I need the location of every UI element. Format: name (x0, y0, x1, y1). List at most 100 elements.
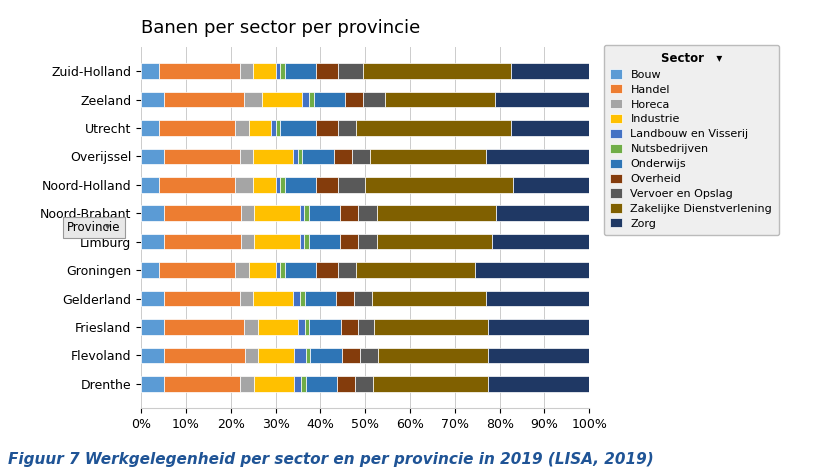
Bar (352, 149, 369, 164)
Bar (513, 177, 589, 193)
Bar (298, 319, 305, 335)
Bar (363, 63, 511, 79)
Bar (254, 234, 300, 250)
Bar (488, 319, 589, 335)
Legend: Bouw, Handel, Horeca, Industrie, Landbouw en Visserij, Nutsbedrijven, Onderwijs,: Bouw, Handel, Horeca, Industrie, Landbou… (603, 45, 779, 235)
Bar (302, 149, 334, 164)
Bar (280, 262, 285, 278)
Bar (345, 92, 363, 107)
Bar (141, 348, 164, 363)
Bar (378, 348, 488, 363)
Bar (359, 234, 377, 250)
Bar (285, 262, 316, 278)
Bar (301, 376, 305, 392)
Bar (305, 291, 336, 306)
Bar (316, 177, 339, 193)
Bar (249, 120, 271, 136)
Bar (240, 149, 253, 164)
Bar (316, 120, 339, 136)
Bar (310, 92, 314, 107)
Bar (305, 319, 310, 335)
Bar (363, 92, 385, 107)
Bar (377, 234, 492, 250)
Bar (486, 149, 589, 164)
Bar (258, 348, 295, 363)
Bar (302, 92, 309, 107)
Bar (164, 149, 240, 164)
Bar (385, 92, 496, 107)
Bar (235, 177, 253, 193)
Bar (496, 205, 589, 221)
Bar (276, 120, 280, 136)
Bar (300, 234, 304, 250)
Bar (240, 291, 253, 306)
Bar (253, 149, 294, 164)
Bar (298, 149, 302, 164)
Bar (271, 120, 276, 136)
Bar (340, 234, 359, 250)
Bar (254, 205, 300, 221)
Bar (280, 63, 285, 79)
Bar (304, 205, 309, 221)
Bar (253, 177, 276, 193)
Bar (244, 92, 262, 107)
Bar (475, 262, 589, 278)
Bar (245, 348, 258, 363)
Bar (359, 319, 374, 335)
Text: Figuur 7 Werkgelegenheid per sector en per provincie in 2019 (LISA, 2019): Figuur 7 Werkgelegenheid per sector en p… (8, 452, 654, 467)
Bar (339, 120, 356, 136)
Bar (164, 205, 241, 221)
Bar (339, 177, 365, 193)
Bar (241, 234, 254, 250)
Bar (294, 149, 298, 164)
Bar (276, 177, 280, 193)
Bar (356, 262, 475, 278)
Bar (334, 149, 352, 164)
Bar (253, 63, 276, 79)
Bar (355, 376, 373, 392)
Bar (253, 291, 294, 306)
Bar (337, 376, 355, 392)
Bar (164, 234, 241, 250)
Bar (141, 234, 164, 250)
Bar (372, 291, 486, 306)
Bar (305, 348, 310, 363)
Bar (340, 319, 359, 335)
Bar (241, 205, 254, 221)
Text: Provincie: Provincie (67, 221, 120, 234)
Text: ▾: ▾ (105, 222, 111, 233)
Bar (304, 234, 309, 250)
Bar (244, 319, 257, 335)
Bar (356, 120, 511, 136)
Bar (359, 205, 377, 221)
Bar (249, 262, 276, 278)
Bar (159, 63, 240, 79)
Bar (511, 120, 589, 136)
Bar (285, 63, 316, 79)
Text: Banen per sector per provincie: Banen per sector per provincie (141, 19, 420, 37)
Bar (339, 262, 356, 278)
Bar (359, 348, 378, 363)
Bar (235, 262, 249, 278)
Bar (280, 120, 316, 136)
Bar (340, 205, 359, 221)
Bar (257, 319, 298, 335)
Bar (285, 177, 316, 193)
Bar (316, 63, 339, 79)
Bar (486, 291, 589, 306)
Bar (141, 376, 164, 392)
Bar (254, 376, 295, 392)
Bar (240, 63, 253, 79)
Bar (496, 92, 589, 107)
Bar (141, 149, 164, 164)
Bar (141, 92, 164, 107)
Bar (373, 376, 488, 392)
Bar (164, 376, 240, 392)
Bar (488, 376, 589, 392)
Bar (141, 205, 164, 221)
Bar (342, 348, 359, 363)
Bar (488, 348, 589, 363)
Bar (295, 376, 301, 392)
Bar (141, 262, 159, 278)
Bar (305, 376, 337, 392)
